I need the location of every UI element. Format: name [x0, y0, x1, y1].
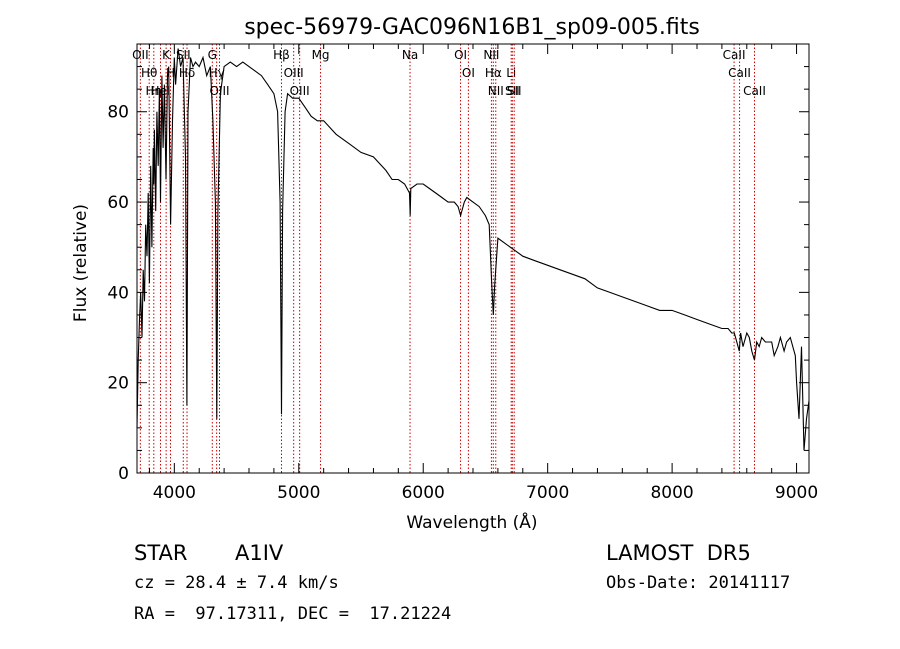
line-label: SII — [507, 84, 522, 98]
line-label: Hβ — [273, 48, 290, 62]
spectrum-line — [136, 48, 810, 451]
line-label: Hη — [145, 84, 162, 98]
line-label: Hγ — [209, 66, 225, 80]
line-label: G — [208, 48, 217, 62]
line-label: OIII — [209, 84, 229, 98]
line-label: Hδ — [179, 66, 195, 80]
x-tick-label: 8000 — [650, 483, 693, 503]
line-label: HeI — [151, 84, 171, 98]
line-label: K — [162, 48, 171, 62]
line-label: NII — [483, 48, 499, 62]
y-tick-label: 60 — [107, 193, 129, 213]
line-label: OI — [454, 48, 467, 62]
line-label: OII — [132, 48, 149, 62]
line-label: H — [166, 66, 175, 80]
coordinates-readout: RA = 97.17311, DEC = 17.21224 — [134, 604, 452, 624]
line-label: OI — [462, 66, 475, 80]
line-label: Hθ — [141, 66, 157, 80]
x-tick-label: 7000 — [526, 483, 569, 503]
x-tick-label: 4000 — [153, 483, 196, 503]
observation-date: Obs-Date: 20141117 — [606, 573, 791, 593]
chart-title: spec-56979-GAC096N16B1_sp09-005.fits — [244, 15, 700, 40]
y-axis-label: Flux (relative) — [71, 204, 91, 322]
y-tick-label: 0 — [118, 464, 129, 484]
object-class: STAR — [134, 541, 188, 565]
y-tick-label: 20 — [107, 374, 129, 394]
x-tick-label: 6000 — [402, 483, 445, 503]
redshift-readout: cz = 28.4 ± 7.4 km/s — [134, 573, 339, 593]
line-label: Li — [506, 66, 516, 80]
line-label: SII — [505, 84, 520, 98]
line-label: CaII — [728, 66, 751, 80]
axes: 4000 5000 6000 7000 8000 9000 0 20 40 60 80 — [107, 43, 818, 503]
x-axis-label: Wavelength (Å) — [406, 511, 537, 533]
x-tick-label: 9000 — [775, 483, 818, 503]
line-label: CaII — [743, 84, 766, 98]
survey-name: LAMOST DR5 — [606, 541, 751, 565]
spectral-subclass: A1IV — [235, 541, 284, 565]
y-tick-label: 80 — [107, 103, 129, 123]
line-label: Na — [402, 48, 418, 62]
line-label: Mg — [312, 48, 330, 62]
line-label: Hα — [485, 66, 502, 80]
series-layer — [136, 48, 810, 451]
line-label: NII — [488, 84, 504, 98]
x-tick-label: 5000 — [277, 483, 320, 503]
plot-frame — [136, 43, 810, 474]
line-label: OIII — [290, 84, 310, 98]
y-tick-label: 40 — [107, 283, 129, 303]
line-label: CaII — [723, 48, 746, 62]
line-label: OIII — [284, 66, 304, 80]
